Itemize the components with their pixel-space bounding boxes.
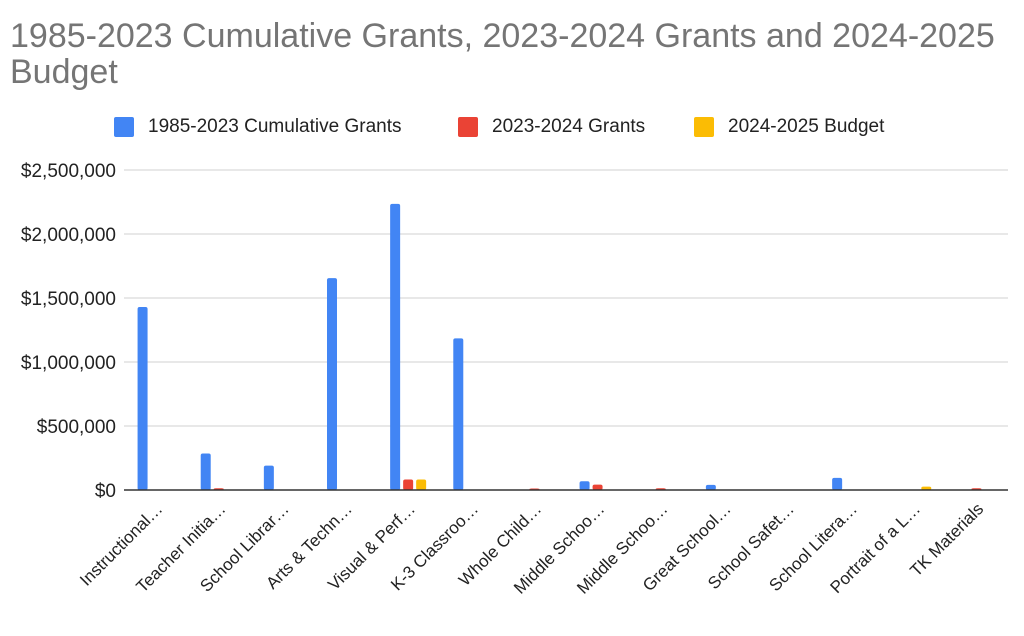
bar-series-2	[403, 479, 414, 490]
bar-series-1	[327, 278, 337, 490]
bar-series-1	[137, 306, 148, 490]
legend: 1985-2023 Cumulative Grants 2023-2024 Gr…	[0, 114, 1024, 140]
bar-series-3	[921, 486, 932, 490]
legend-swatch-series-1	[114, 117, 134, 137]
bar-series-1	[705, 484, 716, 490]
legend-swatch-series-2	[458, 117, 478, 137]
y-tick-label: $1,000,000	[21, 353, 116, 374]
bar-series-1	[390, 203, 401, 491]
y-tick-label: $500,000	[37, 417, 116, 438]
bar-series-1	[579, 481, 590, 490]
legend-item-series-3[interactable]: 2024-2025 Budget	[694, 114, 884, 140]
bar-series-1	[263, 465, 274, 490]
legend-swatch-series-3	[694, 117, 714, 137]
bar-series-1	[200, 453, 211, 490]
y-tick-label: $2,500,000	[21, 161, 116, 182]
y-tick-label: $2,000,000	[21, 225, 116, 246]
y-tick-label: $1,500,000	[21, 289, 116, 310]
bar-series-2	[592, 484, 603, 490]
legend-label-series-1: 1985-2023 Cumulative Grants	[148, 116, 402, 137]
bar-series-3	[416, 479, 427, 490]
legend-item-series-2[interactable]: 2023-2024 Grants	[458, 114, 645, 140]
y-tick-label: $0	[95, 481, 116, 502]
bar-series-1	[832, 477, 843, 490]
chart-title: 1985-2023 Cumulative Grants, 2023-2024 G…	[10, 17, 995, 91]
bar-series-1	[453, 338, 464, 490]
legend-item-series-1[interactable]: 1985-2023 Cumulative Grants	[114, 114, 401, 140]
legend-label-series-3: 2024-2025 Budget	[728, 116, 885, 137]
legend-label-series-2: 2023-2024 Grants	[492, 116, 646, 137]
